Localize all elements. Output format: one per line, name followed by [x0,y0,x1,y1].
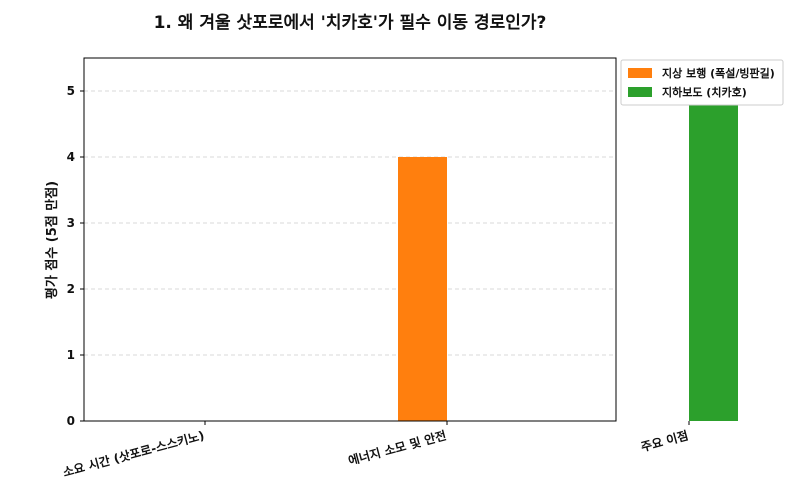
x-axis-ticks: 소요 시간 (삿포로-스스키노) 에너지 소모 및 안전 주요 이점 [61,421,690,480]
y-tick-label: 3 [67,216,75,230]
y-tick-label: 5 [67,84,75,98]
bars [398,91,738,421]
legend-frame [620,59,784,106]
legend-swatch-underground [628,87,652,97]
x-tick-label: 소요 시간 (삿포로-스스키노) [61,427,206,479]
y-tick-label: 1 [67,348,75,362]
y-tick-label: 0 [67,414,75,428]
legend-label-ground: 지상 보행 (폭설/빙판길) [662,66,775,80]
chart-title: 1. 왜 겨울 삿포로에서 '치카호'가 필수 이동 경로인가? [154,13,547,33]
bar-underground-2 [689,91,738,421]
x-tick-label: 주요 이점 [639,427,690,454]
legend-label-underground: 지하보도 (치카호) [662,85,747,99]
y-tick-label: 2 [67,282,75,296]
y-axis-ticks: 0 1 2 3 4 5 [67,84,84,428]
legend: 지상 보행 (폭설/빙판길) 지하보도 (치카호) [620,59,784,106]
legend-swatch-ground [628,68,652,78]
y-tick-label: 4 [67,150,75,164]
plot-frame [83,57,617,422]
y-axis-label: 평가 점수 (5점 만점) [44,181,60,299]
bar-ground-1 [398,157,447,421]
x-tick-label: 에너지 소모 및 안전 [346,427,447,468]
grid-lines [84,90,616,356]
